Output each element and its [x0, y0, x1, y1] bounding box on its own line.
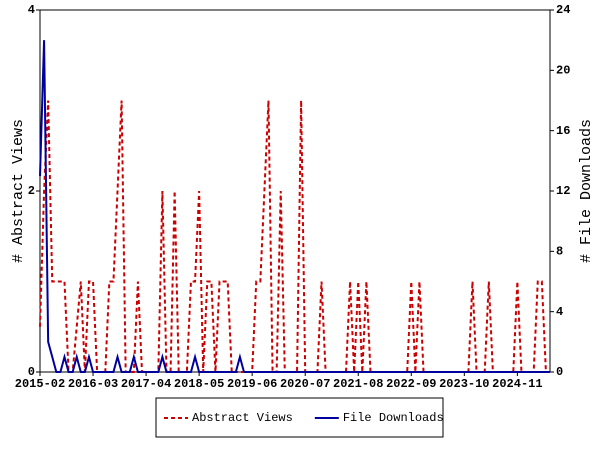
x-tick-label: 2022-09	[386, 377, 436, 391]
y2-tick-label: 20	[556, 64, 570, 78]
series-line	[39, 100, 550, 373]
x-tick-label: 2016-03	[68, 377, 118, 391]
x-tick-label: 2021-08	[333, 377, 383, 391]
y-axis-title: # Abstract Views	[10, 119, 27, 263]
y2-tick-label: 16	[556, 124, 570, 138]
y-tick-label: 2	[28, 184, 35, 198]
x-tick-label: 2024-11	[492, 377, 542, 391]
x-tick-label: 2017-04	[121, 377, 171, 391]
y2-tick-label: 12	[556, 184, 570, 198]
x-tick-label: 2023-10	[439, 377, 489, 391]
y2-tick-label: 0	[556, 365, 563, 379]
legend-box	[155, 397, 444, 438]
y-tick-label: 0	[28, 365, 35, 379]
y-tick-label: 4	[28, 3, 35, 17]
legend-label: Abstract Views	[192, 411, 293, 425]
x-tick-label: 2015-02	[15, 377, 65, 391]
legend-label: File Downloads	[343, 411, 444, 425]
series-line	[39, 40, 550, 373]
x-tick-label: 2018-05	[174, 377, 224, 391]
y2-tick-label: 8	[556, 245, 563, 259]
x-tick-label: 2019-06	[227, 377, 277, 391]
x-tick-label: 2020-07	[280, 377, 330, 391]
y2-axis-title: # File Downloads	[578, 119, 595, 263]
y2-tick-label: 24	[556, 3, 570, 17]
y2-tick-label: 4	[556, 305, 563, 319]
